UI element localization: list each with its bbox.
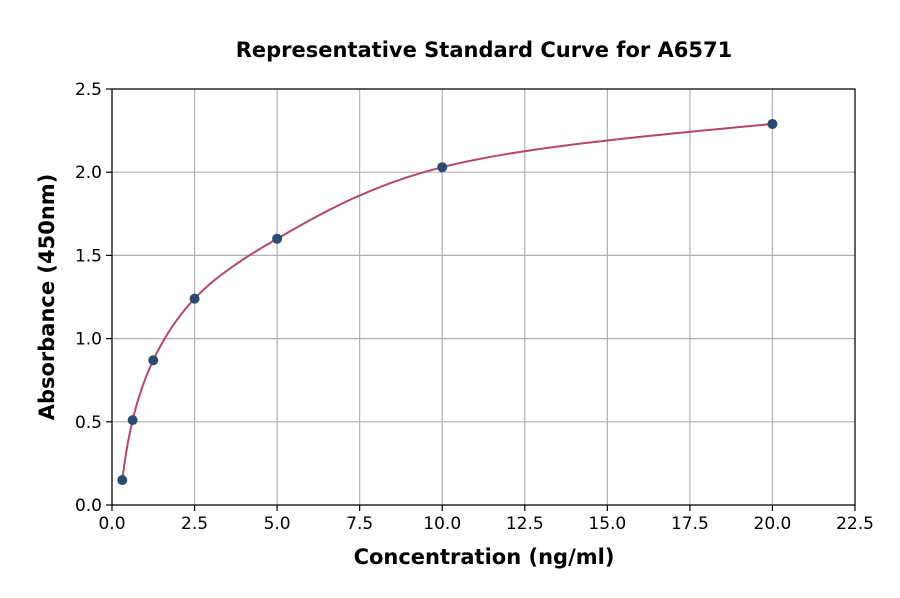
x-tick-label: 5.0 [264, 514, 291, 534]
data-point [272, 233, 283, 244]
data-point [117, 475, 128, 486]
x-tick-label: 7.5 [346, 514, 373, 534]
data-point [189, 293, 200, 304]
y-tick-label: 1.0 [75, 330, 102, 350]
y-tick-label: 2.0 [75, 163, 102, 183]
x-tick-label: 17.5 [671, 514, 709, 534]
x-tick-label: 22.5 [836, 514, 874, 534]
data-point [148, 355, 159, 366]
data-point [127, 415, 138, 426]
x-tick-label: 10.0 [423, 514, 461, 534]
x-axis-label: Concentration (ng/ml) [354, 545, 615, 569]
data-point [767, 118, 778, 129]
data-point [437, 162, 448, 173]
y-tick-label: 1.5 [75, 246, 102, 266]
y-axis-label: Absorbance (450nm) [35, 174, 59, 421]
y-tick-label: 0.5 [75, 413, 102, 433]
x-tick-label: 12.5 [506, 514, 544, 534]
x-tick-label: 20.0 [754, 514, 792, 534]
x-tick-label: 15.0 [588, 514, 626, 534]
x-tick-label: 2.5 [181, 514, 208, 534]
y-tick-label: 0.0 [75, 496, 102, 516]
chart-title: Representative Standard Curve for A6571 [236, 38, 733, 62]
y-tick-label: 2.5 [75, 80, 102, 100]
fit-curve [121, 122, 773, 481]
plot-frame [111, 88, 856, 506]
x-tick-label: 0.0 [98, 514, 125, 534]
